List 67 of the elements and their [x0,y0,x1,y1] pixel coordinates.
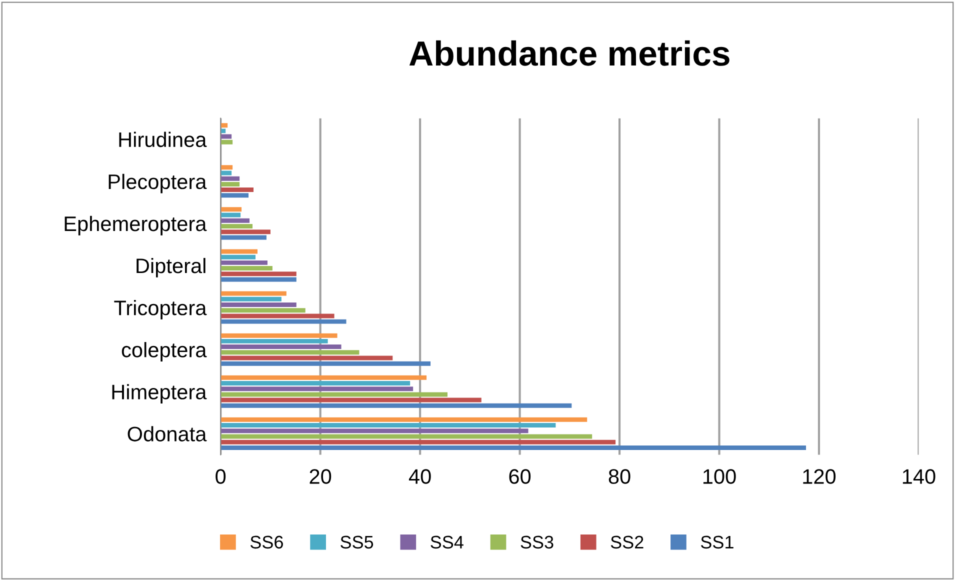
bar [220,140,233,144]
y-tick-label: Plecoptera [108,174,207,194]
bar [220,338,328,344]
bar [220,428,528,434]
bar [220,375,427,380]
x-tick-label: 0 [216,469,226,484]
bar [220,302,296,307]
bar [220,134,232,139]
bar [220,291,286,296]
bar [220,350,360,355]
y-tick-label: Himeptera [112,384,207,404]
x-tick-label: 20 [310,469,332,484]
x-tick-label: 40 [408,469,431,484]
bar [220,128,226,134]
bar [220,272,296,276]
bar [220,445,806,450]
bar [220,170,232,176]
bar [220,182,240,186]
bar [220,440,616,444]
bar [220,296,282,302]
legend-label: SS1 [700,536,734,549]
x-tick-label: 100 [703,469,736,484]
legend-label: SS6 [250,536,283,549]
y-tick-label: Ephemeroptera [64,216,207,236]
bar [220,423,556,428]
bar [220,398,482,402]
bar [220,308,306,313]
bar [220,266,272,271]
legend-label: SS3 [520,536,554,549]
bar [220,165,233,170]
bar [220,230,270,234]
bar [220,254,256,260]
bar [220,235,266,240]
bar [220,260,268,265]
y-tick-label: Dipteral [136,258,206,278]
bar [220,207,242,212]
bar [220,386,414,392]
chart-title: Abundance metrics [409,40,730,66]
bar [220,176,240,181]
legend-label: SS4 [430,536,464,549]
bar [220,319,346,324]
bar [220,277,296,282]
bar [220,361,431,366]
bar [220,188,254,192]
y-tick-label: Tricoptera [114,300,207,320]
y-tick-label: Hirudinea [119,132,207,148]
bar [220,314,334,318]
y-tick-label: Odonata [128,426,207,442]
y-tick-label: coleptera [122,342,207,362]
x-tick-label: 140 [902,469,936,484]
bar [220,218,250,223]
bar [220,344,342,350]
bar [220,224,253,228]
x-tick-label: 120 [803,469,836,484]
x-tick-label: 80 [608,469,630,484]
bar [220,249,258,254]
bar [220,193,249,198]
bar [220,212,241,218]
legend-label: SS2 [610,536,644,549]
bar [220,380,410,386]
bar [220,403,572,408]
x-tick-label: 60 [509,469,531,484]
bar [220,392,448,397]
bar [220,123,228,128]
legend-label: SS5 [340,536,374,549]
bar [220,333,338,338]
bar [220,417,588,422]
